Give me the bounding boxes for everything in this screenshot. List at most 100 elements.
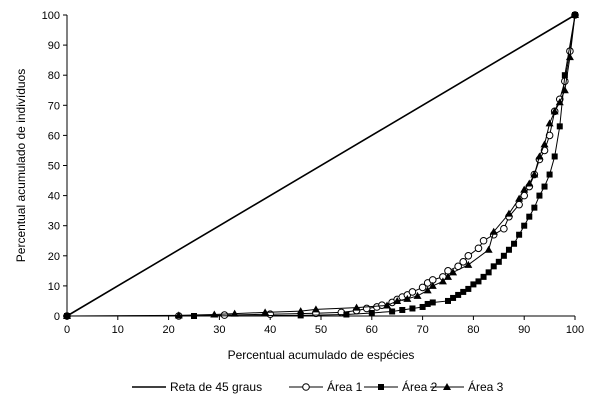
series-line [66,14,576,317]
series-3 [64,12,578,319]
data-point [485,269,492,276]
data-point [465,285,472,292]
y-tick-label: 60 [48,130,60,142]
data-point [495,258,502,265]
data-point [531,204,538,211]
data-point [444,272,452,280]
data-point [445,297,451,304]
data-point [500,252,507,259]
series-4 [63,11,579,319]
x-tick-label: 70 [416,324,428,336]
data-point [540,140,549,148]
data-point [470,281,477,288]
legend-marker [378,384,384,390]
data-point [296,307,305,315]
data-point [490,263,497,270]
data-point [520,185,529,193]
data-point [419,303,426,310]
y-tick-label: 40 [48,191,60,203]
data-point [297,312,304,319]
x-tick-label: 10 [112,324,124,336]
data-point [521,222,528,229]
data-point [530,170,539,178]
data-point [500,224,508,233]
data-point [413,291,422,299]
data-point [464,252,473,260]
series-1 [66,14,576,317]
y-tick-label: 70 [48,100,60,112]
data-point [389,308,396,315]
data-point [424,300,431,307]
data-point [210,310,219,318]
data-point [565,53,574,61]
y-tick-label: 80 [48,70,60,82]
legend-label: Área 2 [402,379,438,394]
y-tick-label: 20 [48,251,60,263]
data-point [368,309,375,316]
data-point [429,299,436,306]
legend-marker [443,383,451,390]
data-point [403,294,412,302]
data-point [343,311,350,318]
data-point [550,107,559,115]
data-point [399,306,406,313]
data-point [556,123,563,130]
data-point [383,301,392,309]
x-tick-label: 60 [366,324,378,336]
axes: 0 10 20 30 40 50 60 70 80 90 100 0 10 20 30 40 50 60 70 80 9… [42,10,585,336]
data-point [450,294,457,301]
legend: Reta de 45 graus Área 1 Área 2 Área 3 [132,379,504,394]
legend-item-2: Área 1 [289,379,363,394]
data-point [551,153,558,160]
x-tick-label: 50 [315,324,327,336]
y-tick-label: 50 [48,161,60,173]
data-point [475,278,482,285]
data-point [352,303,361,311]
data-point [480,273,487,280]
data-point [191,313,197,319]
data-point [541,183,548,190]
data-point [459,258,468,266]
data-point [428,281,437,289]
data-point [535,152,544,160]
legend-label: Reta de 45 graus [170,380,262,394]
data-point [546,171,553,178]
data-point [449,268,458,276]
data-point [516,231,523,238]
data-point [261,308,270,316]
data-point [63,312,71,319]
y-tick-label: 10 [48,281,60,293]
y-tick-label: 100 [42,10,60,22]
data-point [311,305,320,313]
data-point [571,11,579,18]
data-point [525,179,534,187]
data-point [560,86,569,94]
data-point [423,286,432,294]
data-point [438,277,447,285]
data-point [504,209,513,217]
data-point [515,194,524,202]
data-point [393,296,402,304]
legend-marker [302,383,310,391]
legend-item-1: Reta de 45 graus [132,380,262,394]
data-point [484,245,493,253]
legend-item-4: Área 3 [430,379,504,394]
data-point [561,72,568,79]
data-point [474,244,483,253]
legend-label: Área 3 [468,379,504,394]
data-point [220,311,229,319]
x-tick-label: 40 [264,324,276,336]
data-point [460,288,467,295]
data-point [174,311,183,319]
series-layer [63,11,579,320]
data-point [455,291,462,298]
data-point [479,236,488,245]
x-tick-label: 20 [162,324,174,336]
data-point [408,288,417,296]
data-point [489,227,498,235]
data-point [464,260,473,268]
data-point [526,213,533,220]
y-tick-label: 0 [54,311,60,323]
x-tick-label: 100 [566,324,584,336]
